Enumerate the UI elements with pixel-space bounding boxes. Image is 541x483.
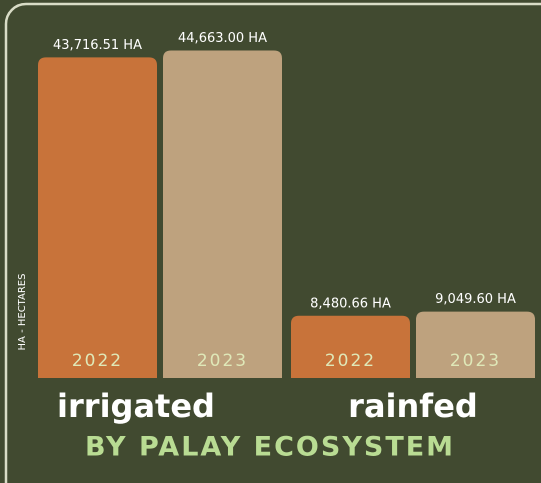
series-label: 2022 xyxy=(325,351,376,371)
value-label: 43,716.51 HA xyxy=(53,38,142,53)
series-label: 2023 xyxy=(197,351,248,371)
bar xyxy=(163,50,282,378)
value-label: 44,663.00 HA xyxy=(178,31,267,46)
category-label: irrigated xyxy=(57,387,215,425)
value-label: 8,480.66 HA xyxy=(310,296,391,311)
bar xyxy=(291,315,410,378)
series-label: 2022 xyxy=(72,351,123,371)
frame xyxy=(4,2,541,483)
y-axis-label: HA - HECTARES xyxy=(17,274,28,351)
bar xyxy=(416,311,535,378)
series-label: 2023 xyxy=(450,351,501,371)
category-label: rainfed xyxy=(348,387,478,425)
chart-title: BY PALAY ECOSYSTEM xyxy=(85,432,455,463)
bar xyxy=(38,57,157,378)
value-label: 9,049.60 HA xyxy=(435,292,516,307)
